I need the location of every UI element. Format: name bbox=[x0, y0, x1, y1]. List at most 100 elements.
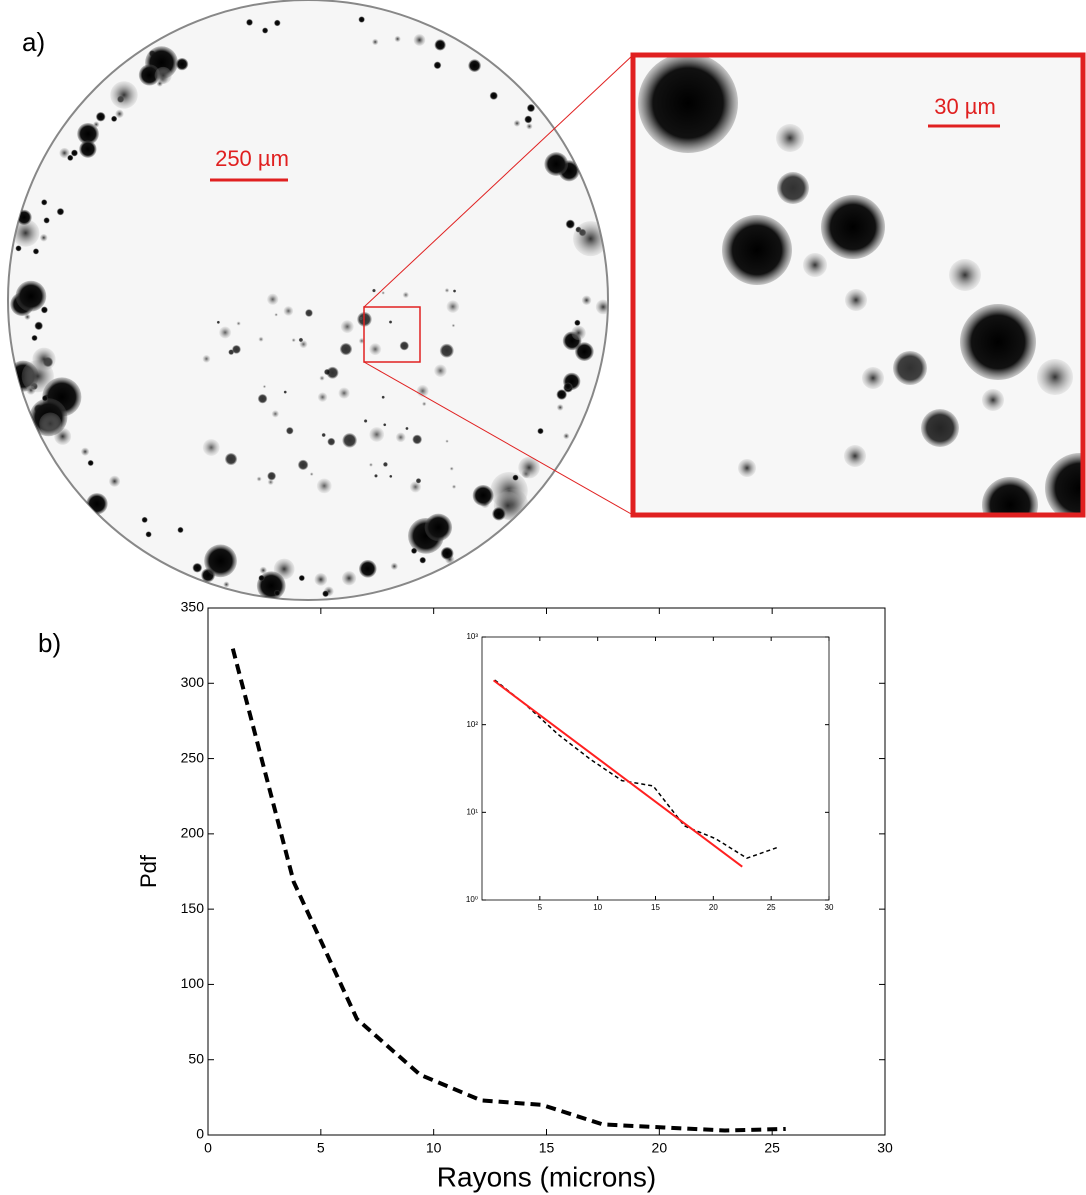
y-tick-label: 150 bbox=[181, 900, 205, 916]
zoom-region bbox=[363, 306, 421, 363]
particle bbox=[369, 462, 373, 467]
particle bbox=[399, 341, 409, 351]
particle bbox=[415, 478, 422, 484]
particle bbox=[893, 351, 927, 385]
sample-disc bbox=[7, 0, 609, 601]
particle bbox=[921, 409, 959, 447]
particle bbox=[314, 573, 328, 586]
particle bbox=[446, 300, 460, 313]
particle bbox=[232, 345, 241, 354]
particle bbox=[31, 334, 38, 341]
particle bbox=[26, 385, 36, 395]
particle bbox=[341, 571, 357, 586]
particle bbox=[138, 64, 161, 86]
particle bbox=[262, 27, 269, 34]
particle bbox=[383, 462, 388, 467]
y-tick-label: 300 bbox=[181, 674, 205, 690]
particle bbox=[111, 115, 118, 122]
particle bbox=[274, 19, 281, 27]
particle bbox=[556, 404, 564, 411]
particle bbox=[274, 589, 281, 596]
particle bbox=[204, 544, 237, 578]
particle bbox=[154, 66, 172, 84]
particle bbox=[440, 546, 454, 560]
particle bbox=[405, 426, 409, 431]
particle bbox=[34, 321, 43, 330]
particle bbox=[95, 111, 106, 122]
particle bbox=[177, 526, 184, 533]
particle bbox=[372, 38, 379, 46]
particle bbox=[256, 476, 262, 482]
particle bbox=[67, 154, 74, 161]
x-tick-label: 30 bbox=[877, 1140, 893, 1156]
particle bbox=[439, 343, 454, 358]
zoom-connector bbox=[363, 361, 634, 516]
particle bbox=[389, 474, 393, 478]
particle bbox=[388, 320, 393, 324]
particle bbox=[42, 395, 49, 402]
particle bbox=[236, 321, 241, 326]
particle bbox=[267, 471, 276, 481]
x-tick-label: 20 bbox=[652, 1140, 668, 1156]
particle bbox=[434, 364, 447, 377]
particle bbox=[305, 309, 313, 317]
particle bbox=[32, 347, 56, 371]
particle bbox=[115, 109, 124, 119]
particle bbox=[409, 481, 422, 493]
particle bbox=[59, 147, 70, 159]
particle bbox=[309, 472, 314, 476]
y-tick-label: 10³ bbox=[466, 632, 478, 641]
particle bbox=[86, 493, 108, 515]
particle bbox=[394, 35, 401, 42]
y-tick-label: 50 bbox=[188, 1050, 204, 1066]
particle bbox=[93, 121, 100, 128]
particle bbox=[81, 447, 90, 456]
particle bbox=[573, 221, 608, 257]
particle bbox=[259, 566, 267, 574]
data-line bbox=[492, 679, 743, 868]
particle bbox=[141, 516, 148, 523]
particle bbox=[372, 288, 376, 293]
zoom-frame bbox=[630, 52, 1086, 518]
scale-bar-label: 250 µm bbox=[215, 146, 289, 171]
particle bbox=[564, 382, 572, 391]
particle bbox=[319, 375, 325, 381]
data-line bbox=[494, 679, 779, 859]
particle bbox=[472, 484, 494, 506]
y-axis-label: Pdf bbox=[136, 854, 161, 888]
particle bbox=[526, 123, 533, 130]
particle bbox=[262, 385, 267, 389]
particle bbox=[960, 304, 1036, 380]
particle bbox=[1045, 453, 1083, 515]
particle bbox=[267, 293, 279, 305]
particle bbox=[110, 81, 138, 109]
panel-label: b) bbox=[38, 628, 61, 658]
particle bbox=[283, 390, 287, 394]
particle bbox=[15, 245, 22, 252]
particle bbox=[15, 280, 47, 312]
zoom-connector bbox=[363, 54, 634, 308]
particle bbox=[363, 419, 368, 423]
particle bbox=[41, 199, 48, 206]
particle bbox=[413, 34, 426, 46]
zoom-view bbox=[633, 55, 1083, 515]
particle bbox=[449, 466, 454, 471]
plot-frame bbox=[207, 607, 886, 1136]
particle bbox=[359, 317, 363, 321]
particle bbox=[40, 233, 48, 242]
y-tick-label: 0 bbox=[196, 1126, 204, 1142]
particle bbox=[267, 479, 274, 485]
particle bbox=[776, 124, 804, 152]
particle bbox=[518, 456, 540, 479]
particle bbox=[39, 412, 62, 435]
particle bbox=[297, 459, 309, 471]
particle bbox=[202, 354, 211, 363]
particle bbox=[526, 104, 535, 113]
particle bbox=[56, 208, 65, 216]
particle bbox=[322, 590, 329, 597]
particle bbox=[342, 433, 357, 448]
particle bbox=[445, 439, 449, 443]
particle bbox=[339, 342, 353, 356]
x-axis-label: Rayons (microns) bbox=[437, 1161, 656, 1192]
